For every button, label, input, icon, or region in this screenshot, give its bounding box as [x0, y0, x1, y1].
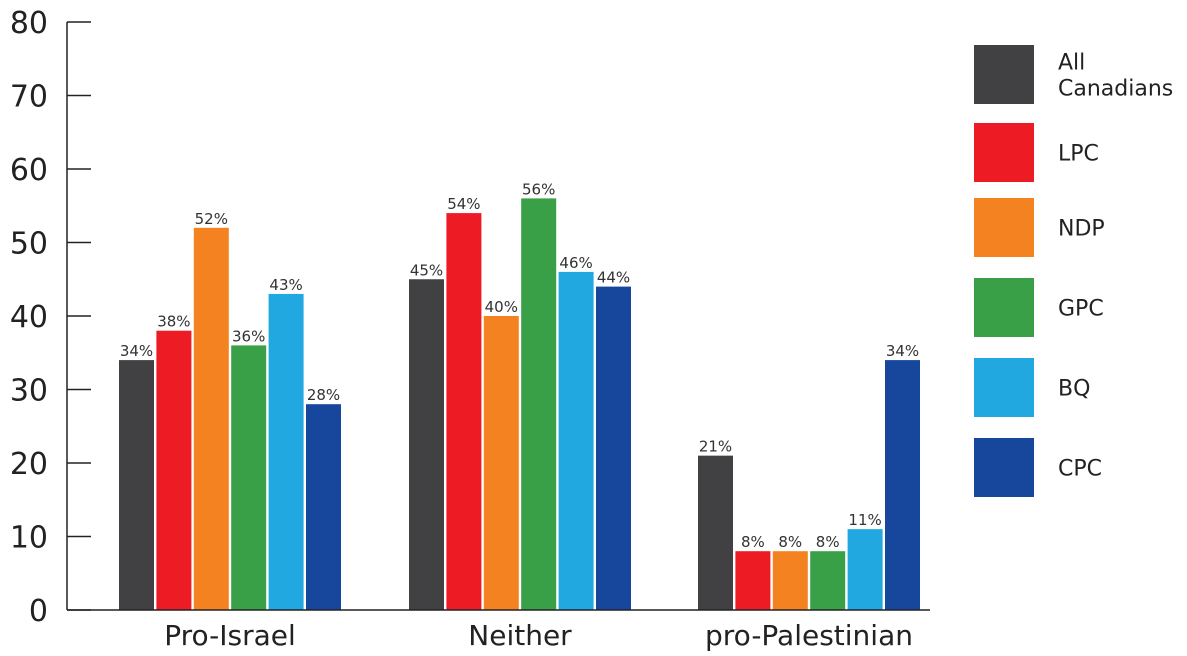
legend-label-text: GPC — [1058, 297, 1104, 322]
legend-swatch — [974, 358, 1034, 417]
data-label: 43% — [269, 276, 302, 294]
data-label: 52% — [195, 210, 228, 228]
legend-label-line: Canadians — [1058, 77, 1173, 102]
x-category-label: pro-Palestinian — [705, 619, 913, 652]
bar-1-0 — [409, 279, 444, 610]
legend-label-line: All — [1058, 51, 1085, 76]
bar-2-5 — [885, 360, 920, 610]
y-tick-label: 0 — [29, 594, 48, 629]
bar-2-1 — [735, 551, 771, 610]
bar-2-2 — [772, 551, 808, 610]
data-label: 54% — [447, 195, 480, 213]
legend-label-text: BQ — [1058, 377, 1090, 402]
y-tick-label: 80 — [10, 6, 48, 41]
data-label: 8% — [816, 533, 840, 551]
data-label: 45% — [410, 261, 443, 279]
legend-label: LPC — [1058, 142, 1099, 167]
y-axis: 0 10 20 30 40 50 60 70 80 — [10, 6, 91, 629]
y-tick-label: 70 — [10, 80, 48, 115]
y-tick-label: 40 — [10, 300, 48, 335]
legend-swatch — [974, 123, 1034, 182]
legend-swatch — [974, 278, 1034, 337]
bar-1-2 — [483, 316, 519, 610]
x-category-label: Pro-Israel — [164, 619, 296, 652]
data-label: 44% — [597, 269, 630, 287]
data-label: 34% — [886, 342, 919, 360]
data-label: 56% — [522, 180, 555, 198]
bar-0-2 — [193, 227, 229, 611]
legend-label-text: LPC — [1058, 142, 1099, 167]
bar-2-0 — [698, 455, 733, 610]
data-label: 28% — [307, 386, 340, 404]
legend-label: All CanadiansAllCanadians — [1058, 51, 1173, 102]
data-label: 8% — [741, 533, 765, 551]
data-label: 34% — [120, 342, 153, 360]
y-tick-label: 60 — [10, 153, 48, 188]
x-axis: Pro-Israel Neither pro-Palestinian — [67, 609, 930, 652]
legend-label: CPC — [1058, 457, 1102, 482]
legend-label: NDP — [1058, 217, 1105, 242]
y-tick-label: 20 — [10, 447, 48, 482]
legend-label-text: CPC — [1058, 457, 1102, 482]
legend-label-text: NDP — [1058, 217, 1105, 242]
data-label: 21% — [699, 438, 732, 456]
legend-label: GPC — [1058, 297, 1104, 322]
legend-swatch — [974, 45, 1034, 104]
bar-0-0 — [119, 360, 154, 610]
legend-swatch — [974, 438, 1034, 497]
legend: All CanadiansAllCanadians LPC NDP GPC BQ CPC — [974, 45, 1173, 497]
data-label: 11% — [848, 511, 881, 529]
bars-group: 34%38%52%36%43%28%45%54%40%56%46%44%21%8… — [119, 180, 920, 611]
legend-swatch — [974, 198, 1034, 257]
data-label: 40% — [485, 298, 518, 316]
bar-0-5 — [306, 404, 341, 610]
bar-0-1 — [156, 330, 192, 610]
bar-1-5 — [596, 286, 631, 610]
x-category-label: Neither — [468, 619, 572, 652]
legend-label: BQ — [1058, 377, 1090, 402]
bar-1-1 — [446, 213, 482, 610]
data-label: 46% — [559, 254, 592, 272]
bar-2-4 — [847, 529, 883, 610]
data-label: 36% — [232, 327, 265, 345]
bar-1-3 — [521, 198, 557, 610]
bar-2-3 — [810, 551, 846, 610]
bar-0-3 — [231, 345, 267, 610]
y-tick-label: 50 — [10, 227, 48, 262]
bar-0-4 — [268, 293, 304, 610]
data-label: 8% — [778, 533, 802, 551]
y-tick-label: 30 — [10, 374, 48, 409]
data-label: 38% — [157, 313, 190, 331]
bar-1-4 — [558, 271, 594, 610]
y-tick-label: 10 — [10, 521, 48, 556]
